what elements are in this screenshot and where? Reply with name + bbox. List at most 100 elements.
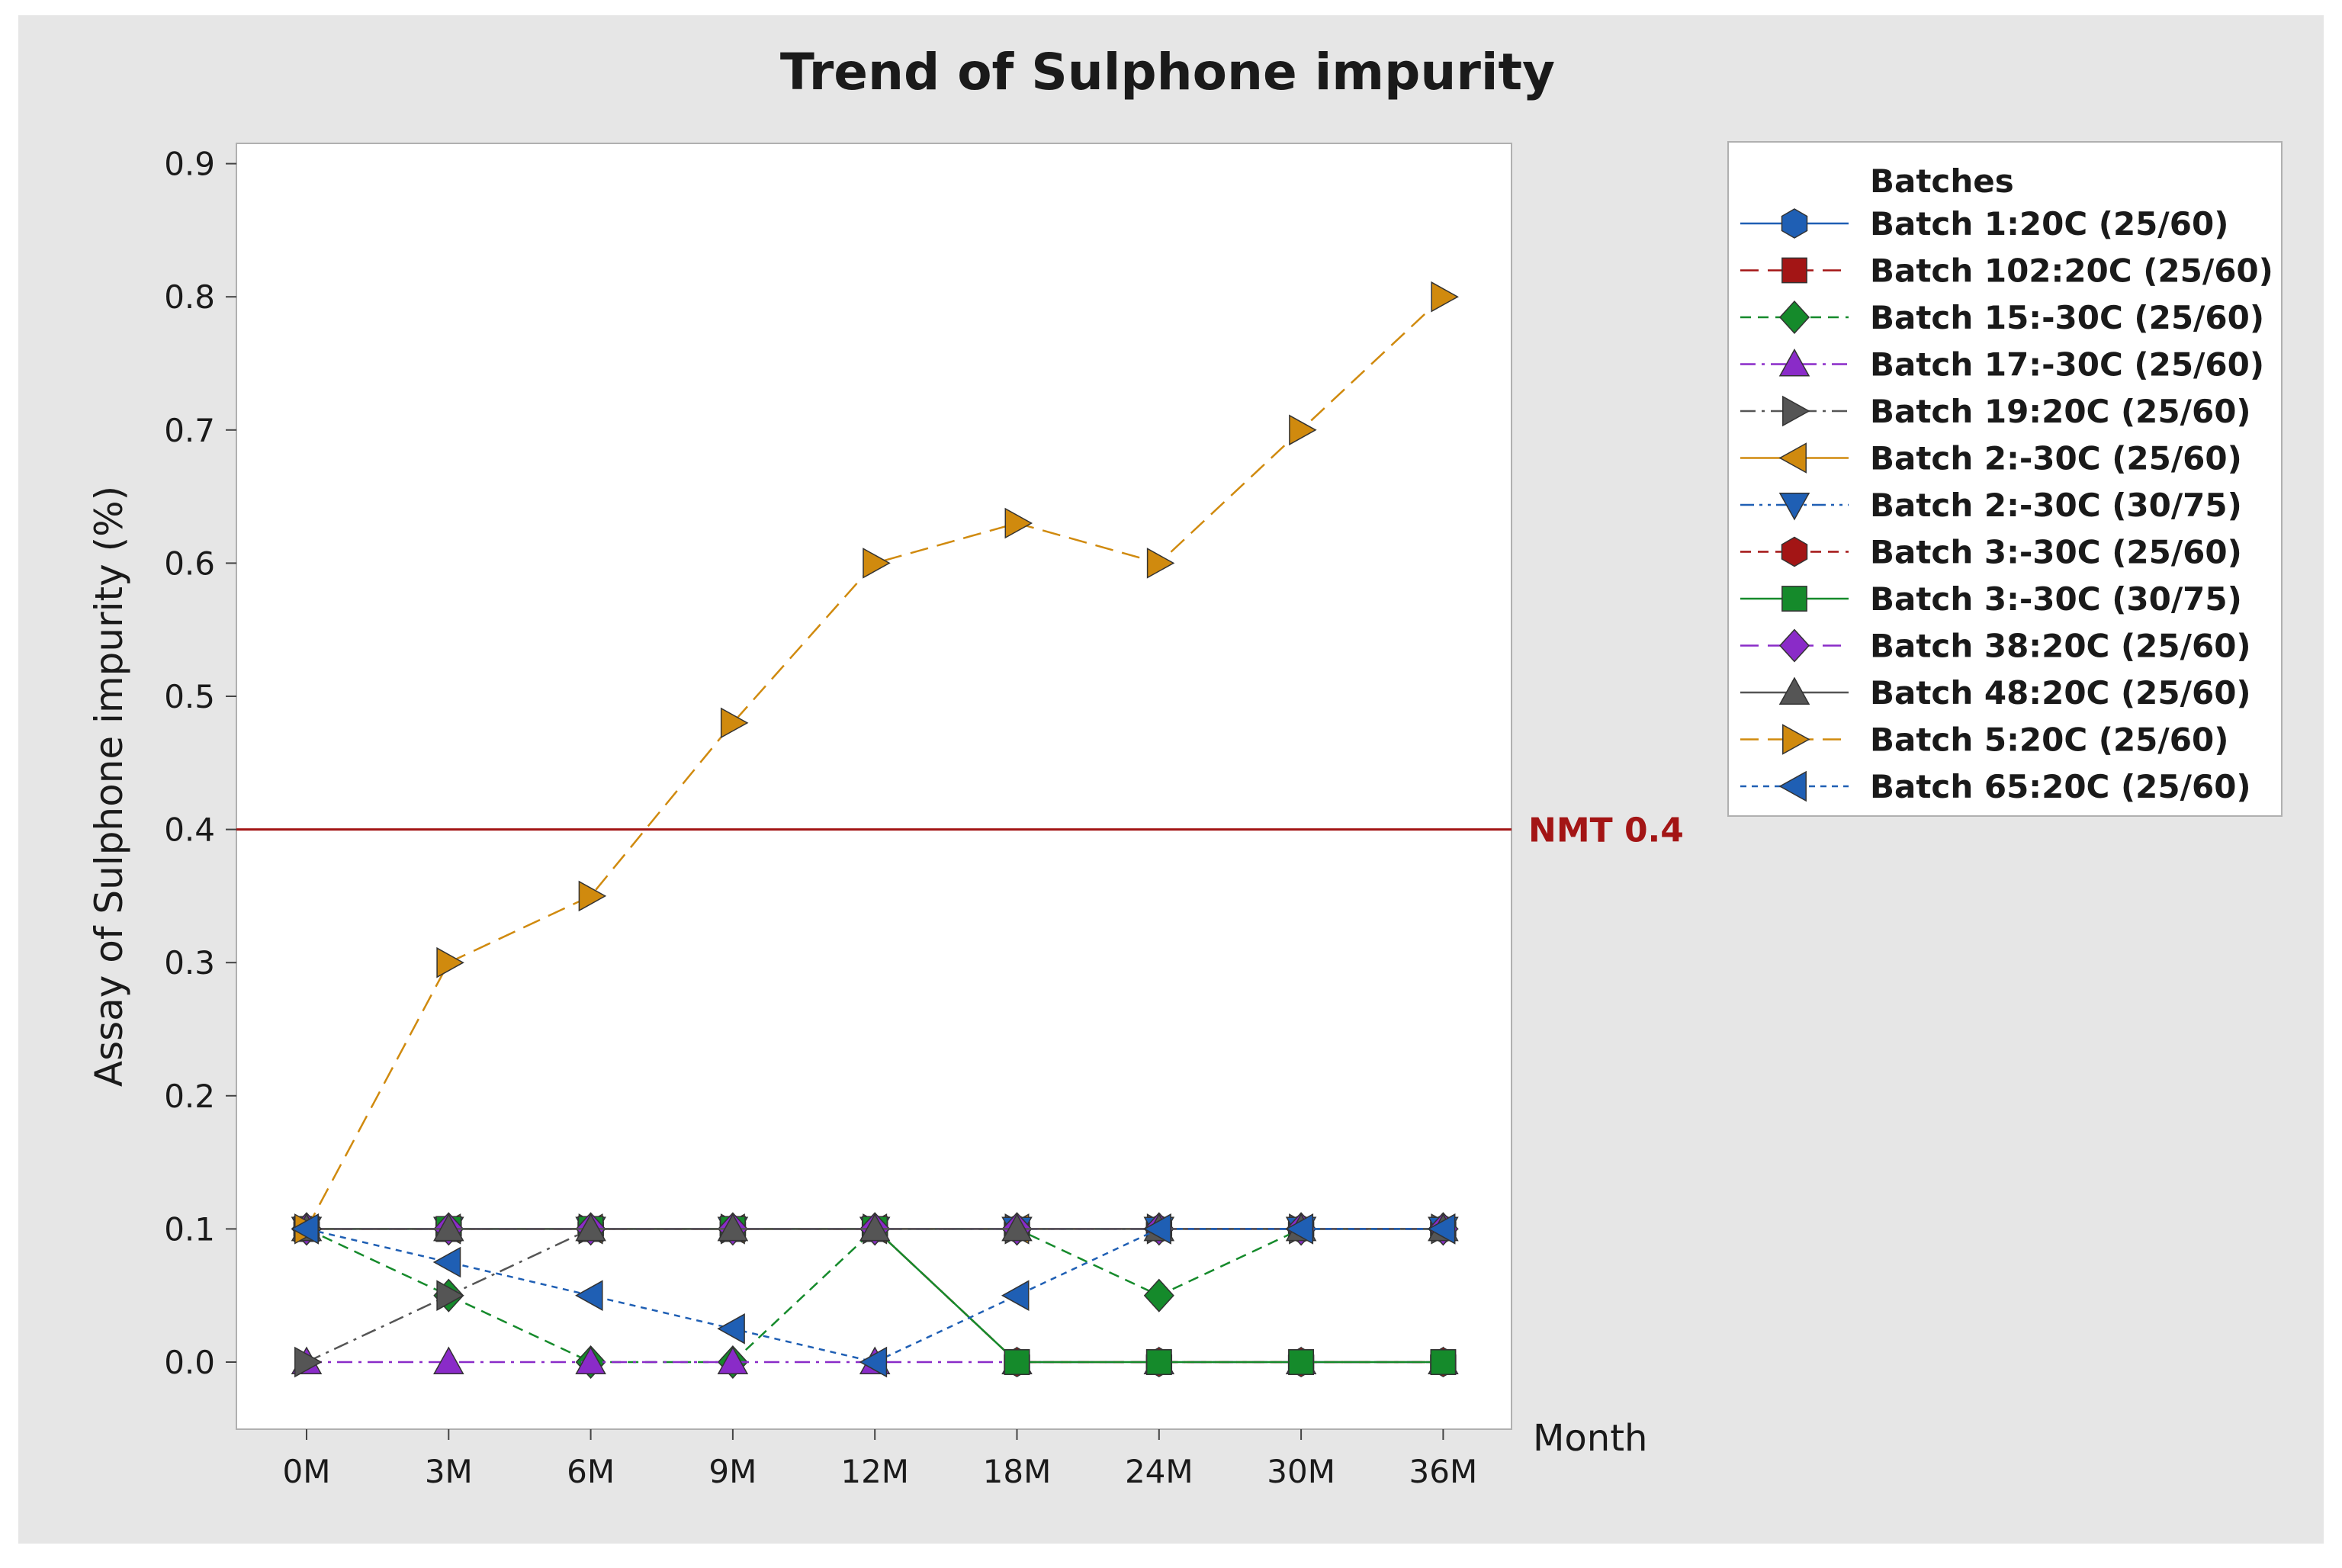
legend-entry: Batch 38:20C (25/60) bbox=[1740, 628, 2251, 665]
data-point bbox=[1145, 1349, 1172, 1375]
y-tick-label: 0.1 bbox=[164, 1210, 215, 1248]
legend-entry: Batch 17:-30C (25/60) bbox=[1740, 346, 2264, 384]
data-point bbox=[1427, 1213, 1456, 1245]
legend-label: Batch 2:-30C (30/75) bbox=[1870, 487, 2242, 524]
data-point bbox=[717, 1313, 745, 1345]
legend-marker bbox=[1778, 348, 1810, 377]
legend-marker bbox=[1778, 300, 1810, 335]
data-point bbox=[436, 946, 464, 978]
legend-marker bbox=[1778, 628, 1810, 663]
legend-entry: Batch 65:20C (25/60) bbox=[1740, 768, 2251, 805]
y-axis-label: Assay of Sulphone impurity (%) bbox=[87, 486, 131, 1087]
data-point bbox=[433, 1346, 464, 1374]
data-point bbox=[294, 1346, 323, 1378]
legend: Batches Batch 1:20C (25/60) Batch 102:20C… bbox=[1727, 141, 2283, 817]
data-point bbox=[859, 1213, 891, 1242]
data-point bbox=[859, 1346, 888, 1378]
data-point bbox=[1288, 1349, 1314, 1375]
data-point bbox=[1001, 1213, 1033, 1242]
legend-marker bbox=[1778, 493, 1810, 521]
data-point bbox=[433, 1213, 464, 1242]
legend-label: Batch 102:20C (25/60) bbox=[1870, 252, 2273, 290]
legend-marker bbox=[1778, 676, 1810, 705]
x-tick-label: 9M bbox=[708, 1453, 757, 1490]
x-tick-label: 18M bbox=[983, 1453, 1052, 1490]
x-tick-label: 0M bbox=[283, 1453, 331, 1490]
data-point bbox=[578, 880, 607, 912]
y-tick-label: 0.5 bbox=[164, 678, 215, 715]
data-point bbox=[575, 1280, 603, 1311]
y-tick-label: 0.9 bbox=[164, 146, 215, 183]
data-point bbox=[720, 707, 749, 739]
legend-label: Batch 48:20C (25/60) bbox=[1870, 674, 2251, 712]
legend-entry: Batch 48:20C (25/60) bbox=[1740, 674, 2251, 712]
data-point bbox=[1431, 281, 1459, 313]
legend-entry: Batch 1:20C (25/60) bbox=[1740, 205, 2228, 243]
data-point bbox=[1146, 548, 1175, 579]
legend-entry: Batch 5:20C (25/60) bbox=[1740, 721, 2228, 759]
y-tick-label: 0.2 bbox=[164, 1078, 215, 1115]
x-axis-label: Month bbox=[1533, 1417, 1647, 1460]
x-tick-label: 30M bbox=[1267, 1453, 1335, 1490]
legend-marker bbox=[1781, 536, 1808, 567]
legend-marker bbox=[1781, 208, 1808, 239]
data-point bbox=[1143, 1213, 1171, 1245]
series-layer bbox=[291, 281, 1459, 1380]
x-tick-label: 36M bbox=[1409, 1453, 1478, 1490]
data-point bbox=[291, 1213, 319, 1245]
legend-label: Batch 3:-30C (25/60) bbox=[1870, 534, 2242, 571]
y-tick-label: 0.4 bbox=[164, 811, 215, 849]
y-tick-label: 0.8 bbox=[164, 278, 215, 316]
data-point bbox=[717, 1346, 749, 1374]
y-tick-label: 0.3 bbox=[164, 944, 215, 982]
x-axis: 0M 3M 6M 9M 12M 18M 24M 30M 36M bbox=[283, 1429, 1478, 1490]
reference-line-group: NMT 0.4 bbox=[236, 811, 1684, 850]
x-tick-label: 12M bbox=[840, 1453, 909, 1490]
data-point bbox=[717, 1213, 749, 1242]
y-tick-label: 0.6 bbox=[164, 545, 215, 582]
legend-marker bbox=[1778, 770, 1807, 802]
x-tick-label: 6M bbox=[567, 1453, 615, 1490]
legend-marker bbox=[1782, 724, 1810, 755]
legend-marker bbox=[1781, 586, 1807, 612]
legend-title: Batches bbox=[1870, 162, 2014, 200]
legend-entry: Batch 2:-30C (25/60) bbox=[1740, 440, 2242, 477]
data-point bbox=[1143, 1278, 1174, 1313]
legend-entry: Batch 2:-30C (30/75) bbox=[1740, 487, 2242, 524]
data-point bbox=[1004, 1349, 1030, 1375]
legend-label: Batch 5:20C (25/60) bbox=[1870, 721, 2228, 759]
legend-entry: Batch 102:20C (25/60) bbox=[1740, 252, 2273, 290]
legend-label: Batch 65:20C (25/60) bbox=[1870, 768, 2251, 805]
legend-label: Batch 3:-30C (30/75) bbox=[1870, 580, 2242, 618]
data-point bbox=[863, 548, 891, 579]
legend-label: Batch 1:20C (25/60) bbox=[1870, 205, 2228, 243]
legend-marker bbox=[1781, 257, 1807, 284]
y-tick-label: 0.7 bbox=[164, 412, 215, 449]
legend-label: Batch 17:-30C (25/60) bbox=[1870, 346, 2264, 384]
legend-marker bbox=[1778, 442, 1807, 474]
data-point bbox=[436, 1280, 464, 1311]
data-point bbox=[1285, 1213, 1314, 1245]
y-tick-label: 0.0 bbox=[164, 1344, 215, 1381]
data-point bbox=[575, 1346, 606, 1374]
legend-label: Batch 2:-30C (25/60) bbox=[1870, 440, 2242, 477]
legend-entry: Batch 3:-30C (30/75) bbox=[1740, 580, 2242, 618]
series-11 bbox=[294, 281, 1459, 1245]
chart-title: Trend of Sulphone impurity bbox=[780, 43, 1555, 101]
legend-label: Batch 15:-30C (25/60) bbox=[1870, 299, 2264, 336]
legend-marker bbox=[1782, 395, 1810, 427]
legend-entry: Batch 15:-30C (25/60) bbox=[1740, 299, 2264, 336]
data-point bbox=[1004, 507, 1033, 539]
data-point bbox=[575, 1213, 606, 1242]
data-point bbox=[1430, 1349, 1457, 1375]
x-tick-label: 24M bbox=[1125, 1453, 1193, 1490]
reference-line-label: NMT 0.4 bbox=[1528, 811, 1684, 850]
legend-entry: Batch 19:20C (25/60) bbox=[1740, 393, 2251, 430]
y-axis: 0.0 0.1 0.2 0.3 0.4 0.5 0.6 0.7 0.8 0.9 bbox=[164, 146, 236, 1381]
x-tick-label: 3M bbox=[425, 1453, 473, 1490]
series-12 bbox=[291, 1213, 1456, 1378]
legend-label: Batch 38:20C (25/60) bbox=[1870, 628, 2251, 665]
data-point bbox=[1001, 1280, 1030, 1311]
